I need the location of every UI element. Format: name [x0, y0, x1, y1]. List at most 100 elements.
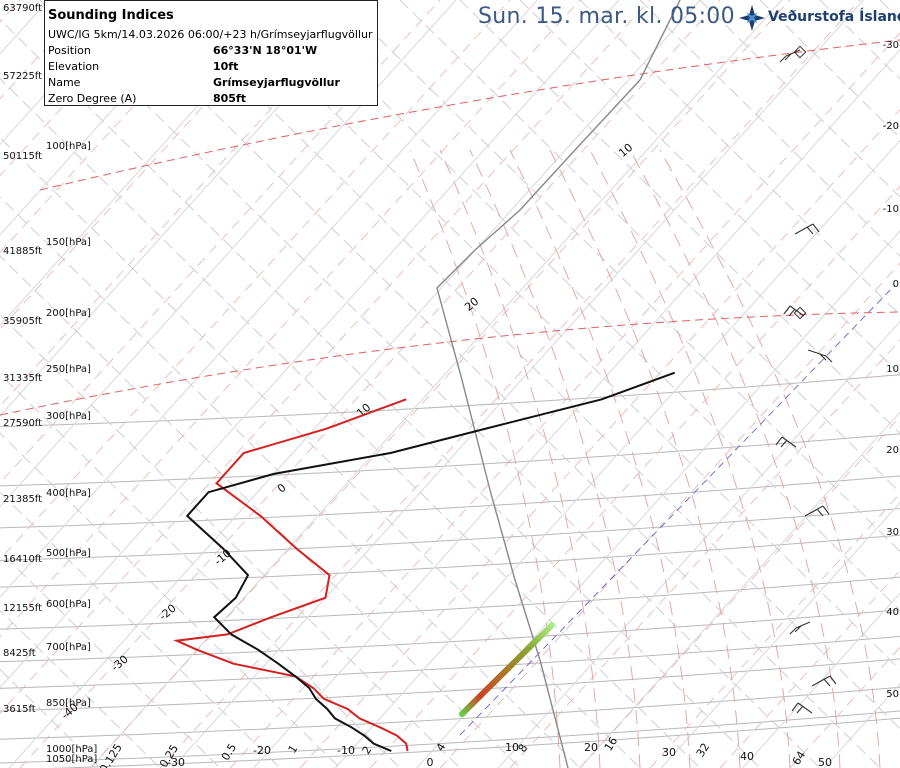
- info-row-name: Name Grímseyjarflugvöllur: [48, 76, 378, 92]
- mixing-ratio-line: [719, 569, 900, 768]
- wind-barb-flag: [812, 223, 820, 233]
- mixing-ratio-line: [0, 0, 441, 484]
- isotherm-line: [0, 0, 131, 146]
- isobar-line: [0, 686, 900, 740]
- wind-barb-shaft: [795, 621, 811, 629]
- right-scale-label: 10: [886, 364, 899, 375]
- wind-barb-shaft: [797, 702, 813, 714]
- wind-barb: [791, 702, 813, 714]
- height-label: 8425ft: [3, 648, 36, 659]
- isotherm-line: [8, 0, 701, 768]
- isotherm-line: [0, 0, 538, 598]
- bottom-temp-label: 10: [505, 741, 519, 754]
- info-label: Name: [48, 76, 81, 89]
- mixing-ratio-line: [649, 493, 900, 768]
- pressure-label: 150[hPa]: [46, 237, 91, 248]
- wind-barb-flag: [825, 355, 833, 363]
- moist-adiabat-line: [439, 149, 601, 768]
- mixing-ratio-line: [0, 0, 371, 407]
- pressure-label: 600[hPa]: [46, 599, 91, 610]
- wind-barbs-layer: [775, 45, 837, 714]
- dry-adiabat-line: [159, 0, 900, 730]
- wind-barb-flag: [789, 627, 797, 635]
- mixing-ratio-label: 0.5: [219, 741, 239, 763]
- bottom-temp-label: 20: [584, 741, 598, 754]
- isotherm-line: [0, 0, 212, 236]
- dry-adiabat-line: [0, 78, 701, 768]
- isobar-line: [0, 710, 900, 764]
- dry-adiabat-line: [639, 0, 900, 257]
- isobar-line: [0, 576, 900, 630]
- pressure-label: 400[hPa]: [46, 488, 91, 499]
- dry-adiabat-line: [339, 0, 900, 553]
- parcel-layer: [436, 0, 681, 768]
- mixing-ratio-line: [0, 0, 651, 714]
- mixing-ratio-label: 1: [286, 743, 301, 756]
- sounding-indices-box: Sounding Indices UWC/IG 5km/14.03.2026 0…: [44, 0, 378, 106]
- vedurstofa-logo: Veðurstofa Íslands: [738, 4, 900, 32]
- isotherm-label: 20: [462, 295, 481, 314]
- wind-barb-flag: [779, 55, 787, 63]
- isotherm-line: [0, 0, 620, 689]
- mixing-ratio-line: [229, 32, 900, 768]
- isotherm-label: -30: [109, 653, 131, 675]
- mixing-ratio-line: [789, 646, 900, 768]
- wind-barb: [775, 436, 797, 448]
- right-scale-label: -10: [883, 204, 899, 215]
- isobar-line: [0, 658, 900, 712]
- dry-adiabat-line: [0, 314, 461, 768]
- info-value: 66°33'N 18°01'W: [213, 44, 318, 57]
- right-scale-label: -30: [883, 40, 899, 51]
- isobar-line: [0, 609, 900, 663]
- wind-barb-feather: [819, 353, 827, 361]
- isotherm-label: 0: [275, 481, 289, 495]
- mixing-ratio-line: [19, 0, 721, 768]
- pressure-label: 250[hPa]: [46, 364, 91, 375]
- parcel-line: [436, 0, 681, 768]
- isobar-line: [0, 635, 900, 689]
- wind-barb: [789, 621, 811, 635]
- isotherm-line: [334, 139, 900, 768]
- isotherm-line: [579, 411, 900, 768]
- mixing-ratio-label: 0.125: [97, 741, 125, 768]
- forecast-time-headline: Sun. 15. mar. kl. 05:00: [478, 4, 735, 29]
- info-value: Grímseyjarflugvöllur: [213, 76, 340, 89]
- moist-adiabat-line: [549, 149, 741, 768]
- dry-adiabat-line: [759, 0, 900, 139]
- isotherm-label: -20: [157, 602, 179, 624]
- moist-adiabat-line: [659, 149, 881, 768]
- mixing-ratio-line: [0, 0, 301, 330]
- station-diamond-marker: [793, 306, 807, 320]
- right-scale-label: -20: [883, 121, 899, 132]
- height-label: 63790ft: [3, 3, 42, 14]
- bottom-temp-label: -10: [337, 744, 355, 757]
- dry-adiabat-line: [699, 0, 900, 198]
- info-label: Elevation: [48, 60, 100, 73]
- moist-adiabat-line: [469, 149, 641, 768]
- right-scale-label: 50: [886, 689, 899, 700]
- info-label: Zero Degree (A): [48, 92, 137, 105]
- wind-barb-flag: [791, 702, 799, 712]
- bottom-temp-label: -30: [167, 756, 185, 768]
- wind-barb-feather: [794, 625, 802, 633]
- wind-barb-shaft: [794, 223, 814, 235]
- dewpoint-line: [185, 371, 676, 752]
- height-label: 21385ft: [3, 494, 42, 505]
- mixing-ratio-line: [579, 416, 900, 768]
- isobar-line: [0, 475, 900, 529]
- pressure-label: 500[hPa]: [46, 548, 91, 559]
- wind-barb-feather: [816, 508, 824, 517]
- height-label: 35905ft: [3, 316, 42, 327]
- info-run: UWC/IG 5km/14.03.2026 06:00/+23 h/Grímse…: [48, 28, 373, 41]
- mixing-ratio-line: [369, 185, 900, 768]
- height-label: 31335ft: [3, 373, 42, 384]
- dry-adiabat-line: [579, 0, 900, 316]
- isotherm-line: [497, 320, 900, 768]
- wind-barb-shaft: [804, 505, 824, 517]
- isobar-line: [0, 374, 900, 428]
- bottom-temp-label: 30: [662, 746, 676, 759]
- pressure-label: 200[hPa]: [46, 308, 91, 319]
- pressure-label: 300[hPa]: [46, 411, 91, 422]
- info-value: 805ft: [213, 92, 247, 105]
